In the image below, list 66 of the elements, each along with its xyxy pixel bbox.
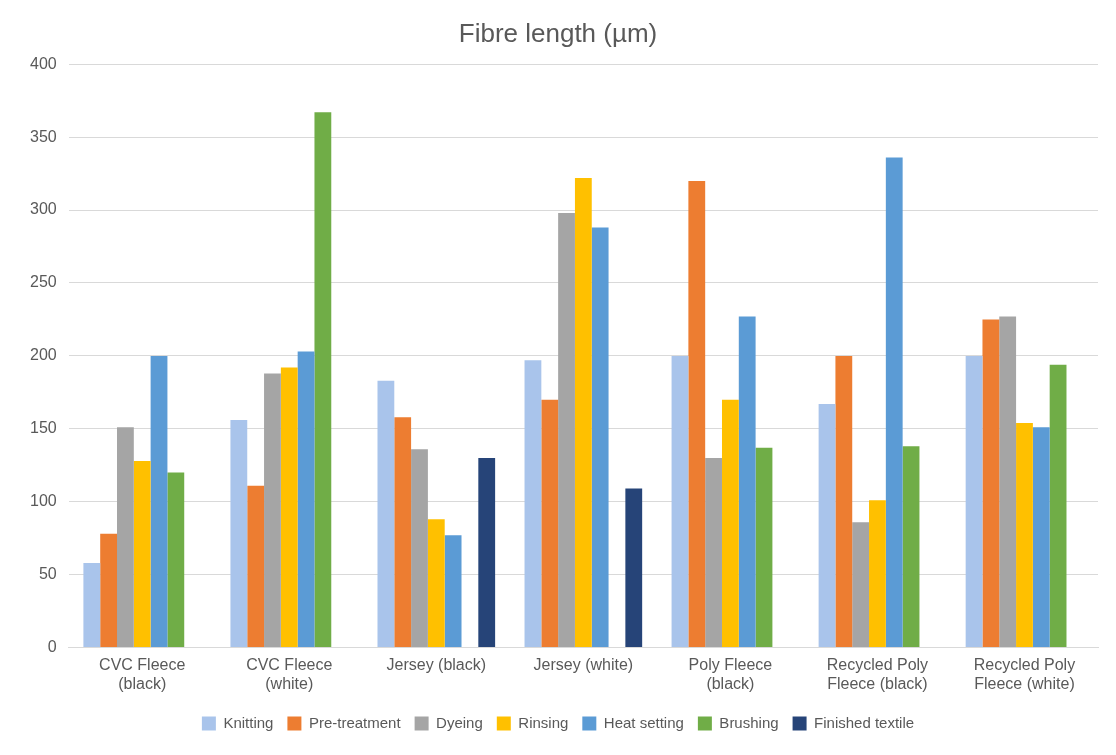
legend-label: Brushing <box>719 713 779 731</box>
bar <box>852 522 870 648</box>
x-tick-label: Jersey (white) <box>533 655 634 673</box>
bar <box>1032 427 1050 648</box>
x-tick-label: Poly Fleece (black) <box>688 655 773 692</box>
bar <box>965 355 983 648</box>
x-tick-label: Jersey (black) <box>386 655 487 673</box>
bar <box>280 367 298 648</box>
bar <box>133 460 151 648</box>
legend-label: Dyeing <box>436 713 483 731</box>
bar <box>625 488 643 648</box>
legend-label: Knitting <box>223 713 274 731</box>
y-tick-label: 300 <box>29 200 57 218</box>
bar <box>721 399 739 648</box>
bar <box>671 355 689 648</box>
bar <box>591 227 609 648</box>
y-tick-label: 250 <box>29 273 57 291</box>
bar <box>83 563 101 648</box>
legend-label: Pre-treatment <box>308 713 402 731</box>
bar <box>574 177 592 648</box>
bar <box>999 316 1017 648</box>
bar <box>818 404 836 648</box>
legend-label: Heat setting <box>603 713 684 731</box>
bar <box>167 472 185 648</box>
bar <box>411 449 428 648</box>
y-tick-label: 400 <box>29 54 57 72</box>
legend-label: Finished textile <box>814 713 915 731</box>
y-tick-label: 50 <box>38 565 57 583</box>
bar <box>524 360 542 648</box>
x-tick-label: Recycled Poly Fleece (white) <box>973 655 1076 692</box>
bar <box>1049 364 1067 648</box>
x-tick-label: CVC Fleece (white) <box>246 655 333 692</box>
bar <box>247 485 265 648</box>
y-tick-label: 350 <box>29 127 57 145</box>
bar <box>377 380 395 648</box>
bar <box>705 458 722 648</box>
bar <box>427 519 445 648</box>
bar <box>478 458 496 648</box>
bar <box>100 533 118 648</box>
bar <box>394 417 412 648</box>
x-tick-label: CVC Fleece (black) <box>99 655 186 692</box>
bar <box>885 157 903 648</box>
y-tick-label: 150 <box>29 419 57 437</box>
bar <box>902 446 920 648</box>
bar <box>297 351 315 648</box>
bar <box>558 212 575 648</box>
bar <box>150 355 168 648</box>
bar <box>835 355 853 648</box>
bar <box>230 420 248 648</box>
bar <box>755 447 773 648</box>
bar <box>264 373 281 648</box>
y-tick-label: 200 <box>29 346 57 364</box>
bar <box>982 319 1000 648</box>
bar <box>444 535 462 648</box>
bar <box>314 112 332 648</box>
bar <box>688 180 706 648</box>
bar <box>738 316 756 648</box>
y-tick-label: 0 <box>47 638 57 656</box>
y-tick-label: 100 <box>29 492 57 510</box>
bar <box>869 500 886 648</box>
chart-title: Fibre length (µm) <box>458 17 658 48</box>
legend-label: Rinsing <box>518 713 569 731</box>
bar <box>117 427 134 648</box>
x-tick-label: Recycled Poly Fleece (black) <box>826 655 929 692</box>
bar <box>1016 422 1033 648</box>
bar <box>541 399 559 648</box>
